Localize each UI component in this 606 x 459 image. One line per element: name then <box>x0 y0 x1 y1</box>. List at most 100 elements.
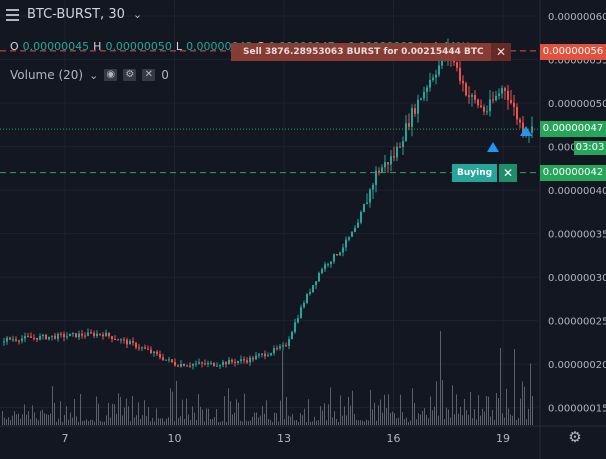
volume-label[interactable]: Volume (20) <box>10 68 84 82</box>
candle-body <box>237 361 239 363</box>
volume-bar <box>2 410 3 425</box>
volume-bar <box>496 393 497 425</box>
volume-bar <box>142 415 143 425</box>
candle-body <box>165 359 167 361</box>
volume-bar <box>168 417 169 425</box>
volume-bar <box>68 419 69 425</box>
candle-body <box>501 88 503 94</box>
candle-body <box>120 339 122 341</box>
candle-body <box>72 333 74 335</box>
volume-bar <box>108 402 109 425</box>
candle-body <box>414 108 416 114</box>
volume-bar <box>434 406 435 425</box>
settings-icon[interactable]: ⚙ <box>123 69 137 81</box>
volume-bar <box>394 413 395 425</box>
last-price-tag: 0.00000047 <box>540 121 606 137</box>
volume-bar <box>436 381 437 425</box>
buy-order-line-label[interactable]: Buying ✕ <box>452 164 518 182</box>
candle-body <box>297 318 299 323</box>
volume-bar <box>4 417 5 425</box>
candle-body <box>435 74 437 78</box>
volume-bar <box>384 394 385 425</box>
volume-bar <box>116 413 117 425</box>
candle-body <box>462 80 464 84</box>
volume-bar <box>66 406 67 425</box>
candle-body <box>336 254 338 256</box>
candle-body <box>429 79 431 88</box>
volume-bar <box>460 407 461 425</box>
volume-bar <box>20 418 21 425</box>
eye-icon[interactable]: ◉ <box>104 69 118 81</box>
y-tick-label: 0.00000030 <box>548 273 606 284</box>
close-icon[interactable]: ✕ <box>142 69 156 81</box>
candle-body <box>396 146 398 158</box>
candle-body <box>135 342 137 348</box>
candle-body <box>273 348 275 354</box>
volume-bar <box>16 414 17 425</box>
candle-body <box>33 337 35 339</box>
volume-bar <box>48 414 49 425</box>
candle-body <box>519 119 521 123</box>
candle-body <box>381 167 383 173</box>
candle-body <box>489 99 491 112</box>
candle-body <box>513 102 515 108</box>
volume-bar <box>30 419 31 425</box>
volume-bar <box>454 414 455 425</box>
y-tick-label: 0.00000025 <box>548 317 606 328</box>
candle-body <box>129 341 131 345</box>
volume-bar <box>412 388 413 425</box>
candle-body <box>486 111 488 113</box>
volume-bar <box>234 412 235 425</box>
volume-bar <box>440 330 441 425</box>
buy-order-text: Buying <box>452 164 498 182</box>
candle-body <box>300 307 302 319</box>
volume-bar <box>250 420 251 425</box>
candle-body <box>81 333 83 336</box>
volume-bar <box>170 388 171 425</box>
volume-bar <box>494 419 495 425</box>
volume-bar <box>508 408 509 425</box>
candle-body <box>423 91 425 99</box>
candle-body <box>75 333 77 338</box>
volume-bar <box>90 419 91 425</box>
volume-bar <box>232 414 233 425</box>
candle-body <box>3 341 5 343</box>
volume-bar <box>258 417 259 425</box>
volume-bar <box>326 420 327 425</box>
volume-bar <box>358 420 359 425</box>
candle-body <box>492 99 494 101</box>
candle-body <box>108 332 110 337</box>
volume-bar <box>310 421 311 425</box>
candle-body <box>474 95 476 100</box>
gear-icon[interactable]: ⚙ <box>568 428 582 446</box>
candle-body <box>123 339 125 341</box>
candle-body <box>360 212 362 223</box>
chevron-down-icon[interactable]: ⌄ <box>89 68 99 82</box>
volume-bar <box>138 402 139 425</box>
cancel-buy-order-icon[interactable]: ✕ <box>499 164 518 182</box>
volume-bar <box>280 400 281 425</box>
symbol-interval[interactable]: BTC-BURST, 30 <box>27 7 125 22</box>
candle-body <box>291 331 293 340</box>
volume-bar <box>244 393 245 425</box>
candle-body <box>402 140 404 148</box>
volume-bar <box>512 415 513 425</box>
volume-bar <box>388 394 389 425</box>
candle-body <box>510 100 512 103</box>
cancel-sell-order-icon[interactable]: ✕ <box>491 43 511 61</box>
menu-icon[interactable] <box>6 8 19 21</box>
candle-body <box>465 83 467 96</box>
candle-body <box>303 302 305 308</box>
candle-body <box>384 162 386 168</box>
volume-bar <box>242 421 243 425</box>
candle-body <box>459 67 461 81</box>
sell-order-line-label[interactable]: Sell 3876.28953063 BURST for 0.00215444 … <box>231 43 511 61</box>
volume-bar <box>118 393 119 425</box>
candle-body <box>366 202 368 205</box>
chevron-down-icon[interactable]: ⌄ <box>132 8 143 21</box>
candle-body <box>45 334 47 340</box>
volume-bar <box>154 421 155 425</box>
candle-body <box>201 362 203 364</box>
candle-body <box>48 336 50 340</box>
